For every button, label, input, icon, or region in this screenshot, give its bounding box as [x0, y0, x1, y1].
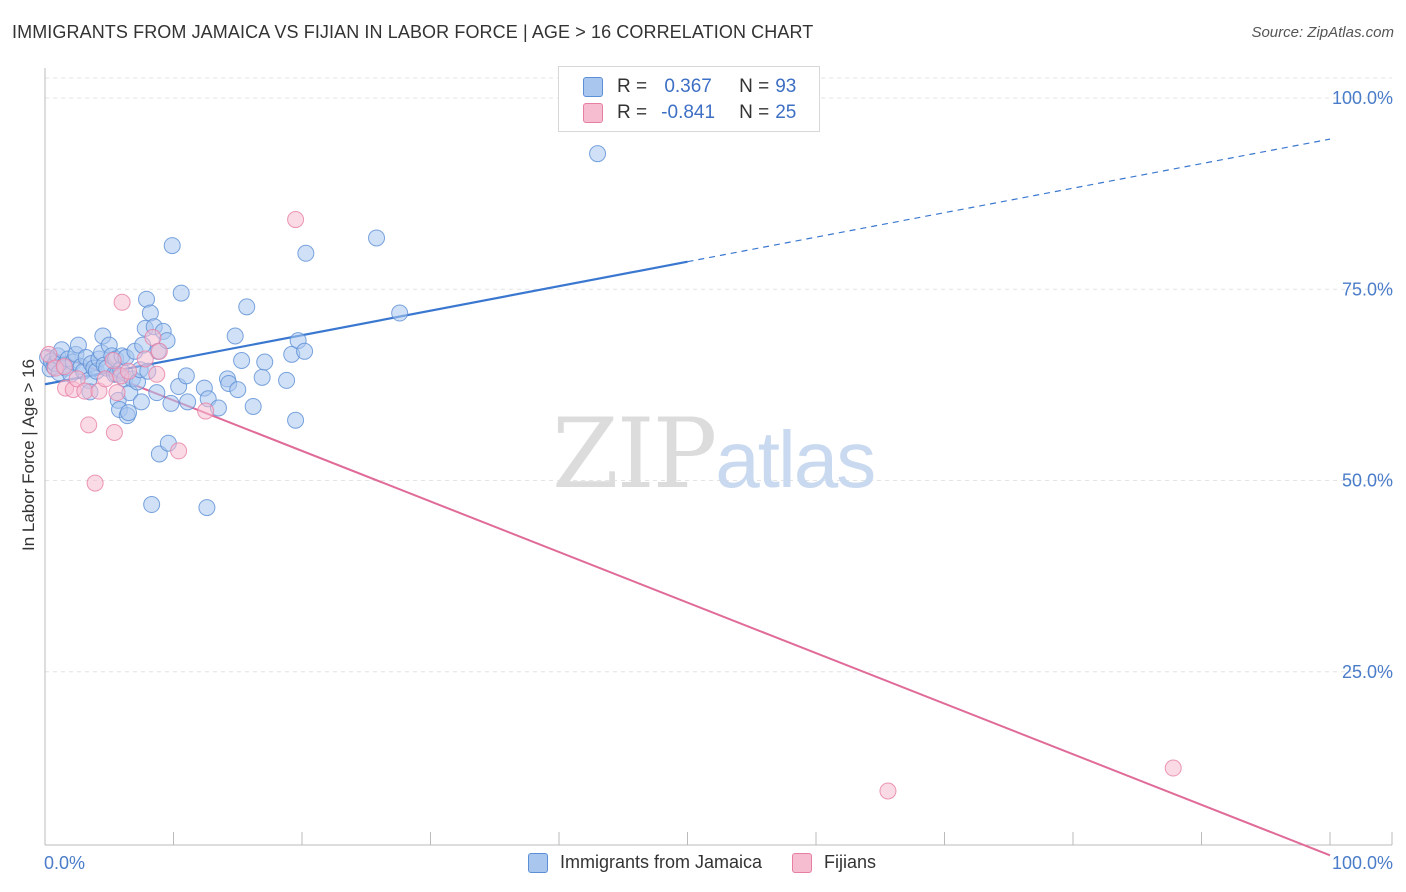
jamaica-point — [297, 244, 315, 262]
fijian-point — [120, 362, 138, 380]
jamaica-point — [226, 327, 244, 345]
jamaica-point — [120, 404, 138, 422]
jamaica-point — [244, 397, 262, 415]
fijian-point — [40, 345, 58, 363]
scatter-points — [39, 145, 1182, 800]
fijian-point — [170, 442, 188, 460]
series-legend: Immigrants from Jamaica Fijians — [528, 852, 906, 873]
jamaica-trend-extension — [687, 138, 1331, 263]
y-tick-label: 50.0% — [1342, 471, 1393, 491]
legend-r-label: R = — [617, 76, 648, 97]
jamaica-point — [589, 145, 607, 163]
jamaica-point — [132, 393, 150, 411]
legend-r-value: -0.841 — [661, 102, 716, 123]
jamaica-point — [287, 411, 305, 429]
legend-n-label: N = — [739, 76, 770, 97]
y-axis-label: In Labor Force | Age > 16 — [19, 359, 38, 551]
fijian-point — [96, 370, 114, 388]
correlation-legend: R = 0.367 N = 93 R = -0.841 N = 25 — [558, 66, 820, 132]
fijian-point — [80, 416, 98, 434]
jamaica-point — [238, 298, 256, 316]
jamaica-point — [179, 393, 197, 411]
axes — [44, 68, 1393, 846]
chart-title: IMMIGRANTS FROM JAMAICA VS FIJIAN IN LAB… — [12, 22, 814, 42]
jamaica-point — [177, 367, 195, 385]
fijian-point — [1164, 759, 1182, 777]
jamaica-point — [198, 499, 216, 517]
legend-item-jamaica: Immigrants from Jamaica — [528, 852, 762, 873]
fijian-point — [68, 370, 86, 388]
watermark-zip: ZIP — [552, 398, 717, 510]
legend-label-jamaica: Immigrants from Jamaica — [560, 852, 763, 872]
watermark-atlas: atlas — [715, 415, 876, 504]
jamaica-point — [256, 353, 274, 371]
fijian-point — [287, 211, 305, 229]
jamaica-point — [143, 496, 161, 514]
jamaica-point — [233, 352, 251, 370]
y-tick-label: 75.0% — [1342, 279, 1393, 299]
legend-r-value: 0.367 — [664, 76, 712, 97]
legend-r-label: R = — [617, 102, 648, 123]
legend-n-value: 93 — [775, 76, 797, 97]
legend-label-fijians: Fijians — [824, 852, 877, 872]
fijian-point — [55, 358, 73, 376]
x-tick-label: 100.0% — [1332, 853, 1393, 873]
legend-row-jamaica: R = 0.367 N = 93 — [583, 75, 796, 99]
jamaica-point — [296, 342, 314, 360]
y-tick-label: 25.0% — [1342, 662, 1393, 682]
fijian-point — [197, 402, 215, 420]
grid-lines — [45, 77, 1392, 673]
fijian-point — [148, 365, 166, 383]
fijian-point — [113, 293, 131, 311]
fijian-legend-swatch — [792, 852, 813, 873]
x-tick-label: 0.0% — [44, 853, 85, 873]
fijian-point — [104, 352, 122, 370]
y-tick-label: 100.0% — [1332, 88, 1393, 108]
jamaica-point — [368, 229, 386, 247]
fijian-trend-line — [44, 348, 1331, 857]
fijian-point — [150, 342, 168, 360]
legend-n-label: N = — [739, 102, 770, 123]
jamaica-point — [278, 371, 296, 389]
fijian-swatch — [583, 103, 603, 123]
jamaica-legend-swatch — [528, 852, 548, 873]
jamaica-point — [172, 284, 190, 302]
fijian-point — [105, 424, 123, 442]
watermark: ZIPatlas — [552, 398, 876, 510]
fijian-point — [76, 382, 94, 400]
legend-n-value: 25 — [775, 102, 797, 123]
legend-row-fijian: R = -0.841 N = 25 — [583, 101, 796, 125]
jamaica-point — [163, 237, 181, 255]
jamaica-point — [229, 381, 247, 399]
fijian-point — [879, 782, 897, 800]
jamaica-swatch — [583, 77, 603, 97]
jamaica-point — [148, 384, 166, 402]
fijian-point — [108, 384, 126, 402]
source-note: Source: ZipAtlas.com — [1251, 24, 1394, 41]
jamaica-point — [253, 368, 271, 386]
jamaica-point — [69, 336, 87, 354]
fijian-point — [136, 350, 154, 368]
legend-item-fijians: Fijians — [792, 852, 876, 873]
jamaica-point — [391, 304, 409, 322]
fijian-point — [86, 474, 104, 492]
jamaica-point — [162, 394, 180, 412]
fijian-point — [144, 329, 162, 347]
tick-labels: 100.0% 75.0% 50.0% 25.0% 0.0% 100.0% — [44, 88, 1393, 873]
